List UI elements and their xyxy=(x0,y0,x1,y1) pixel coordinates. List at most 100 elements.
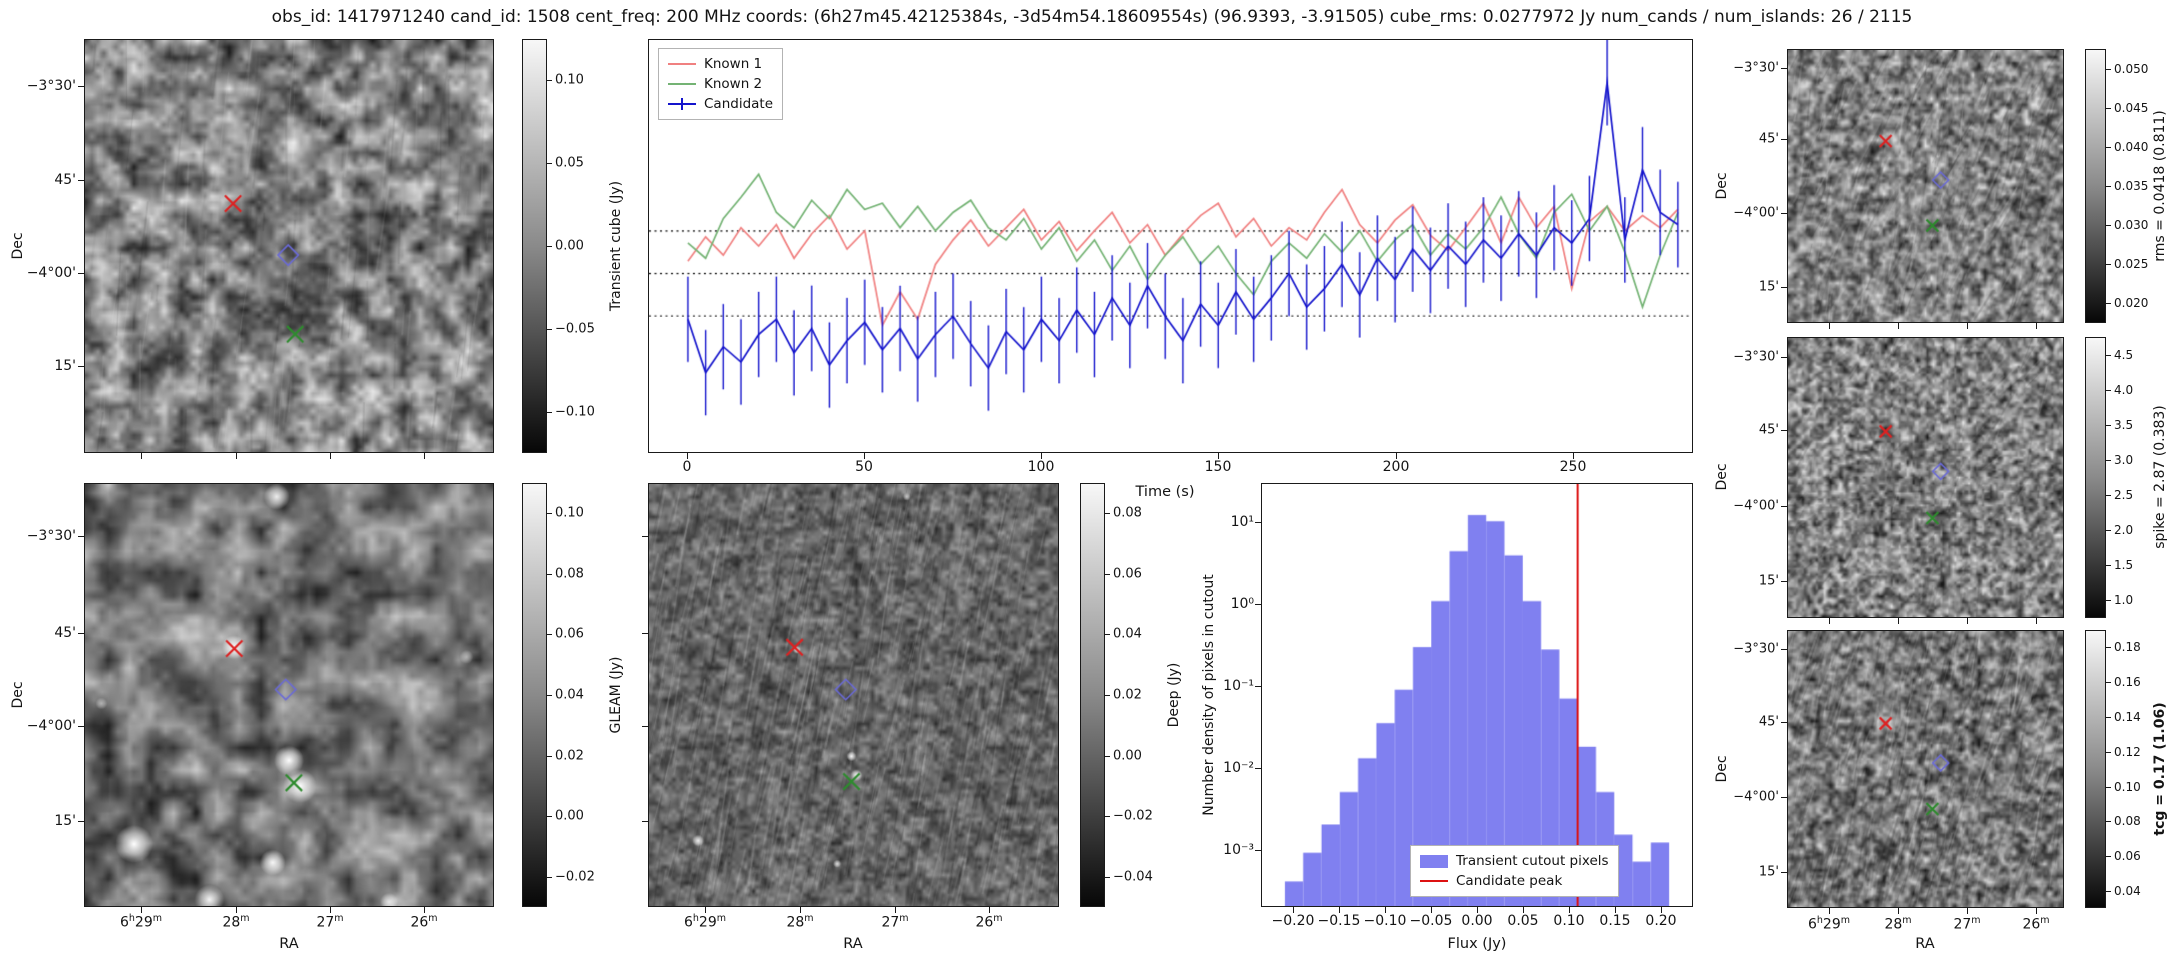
y-tick-label: −3°30' xyxy=(1733,60,1779,76)
x-tick-label: 250 xyxy=(1559,459,1587,475)
x-tick-label: 26m xyxy=(2022,915,2050,933)
legend-entry-candidate-peak: Candidate peak xyxy=(1420,871,1609,891)
colorbar-tick-label: 4.0 xyxy=(2114,383,2134,397)
tick-mark xyxy=(1781,357,1787,358)
colorbar-tick-mark xyxy=(2106,600,2111,601)
tick-mark xyxy=(141,907,142,913)
deep-panel xyxy=(648,483,1059,907)
gleam-colorbar-label: GLEAM (Jy) xyxy=(608,656,624,734)
gleam-panel xyxy=(84,483,494,907)
colorbar-tick-mark xyxy=(1105,634,1110,635)
y-tick-label: −4°00' xyxy=(26,265,76,281)
spike-colorbar-label: spike = 2.87 (0.383) xyxy=(2152,405,2168,549)
colorbar-tick-mark xyxy=(2106,225,2111,226)
y-tick-label: 15' xyxy=(54,813,76,829)
colorbar-tick-mark xyxy=(1105,574,1110,575)
x-tick-label: 100 xyxy=(1027,459,1055,475)
colorbar-tick-mark xyxy=(1105,513,1110,514)
y-tick-label: −4°00' xyxy=(26,718,76,734)
tick-mark xyxy=(705,907,706,913)
deep-image xyxy=(649,484,1058,906)
y-tick-label: −3°30' xyxy=(26,528,76,544)
y-tick-label: 45' xyxy=(1758,131,1779,147)
colorbar-tick-mark xyxy=(2106,186,2111,187)
candidate-label: Candidate xyxy=(704,96,774,112)
tick-mark xyxy=(2036,908,2037,914)
x-tick-label: 27m xyxy=(1953,915,1981,933)
colorbar-tick-mark xyxy=(1105,756,1110,757)
tick-mark xyxy=(1829,618,1830,624)
colorbar-tick-label: 0.04 xyxy=(555,687,584,703)
colorbar-tick-label: 0.04 xyxy=(1113,626,1142,642)
x-tick-label: 200 xyxy=(1382,459,1410,475)
x-tick-label: 0.00 xyxy=(1461,913,1493,929)
known2-label: Known 2 xyxy=(704,76,763,92)
histogram-panel: Transient cutout pixels Candidate peak xyxy=(1261,483,1693,907)
candidate-peak-label: Candidate peak xyxy=(1456,873,1563,889)
tick-mark xyxy=(1477,907,1478,913)
y-tick-label: 10⁻² xyxy=(1223,760,1254,776)
known1-label: Known 1 xyxy=(704,56,763,72)
rms-colorbar-label: rms = 0.0418 (0.811) xyxy=(2152,110,2168,262)
flux-axis-label: Flux (Jy) xyxy=(1447,936,1507,952)
tick-mark xyxy=(2036,618,2037,624)
tick-mark xyxy=(1661,907,1662,913)
ra-axis-label-deep: RA xyxy=(843,936,863,952)
rms-colorbar xyxy=(2085,49,2106,323)
y-tick-label: 10⁰ xyxy=(1230,596,1254,612)
colorbar-tick-mark xyxy=(2106,303,2111,304)
tick-mark xyxy=(1781,68,1787,69)
colorbar-tick-mark xyxy=(547,412,552,413)
tick-mark xyxy=(1255,522,1261,523)
tick-mark xyxy=(1898,618,1899,624)
tick-mark xyxy=(330,453,331,459)
tick-mark xyxy=(1339,907,1340,913)
legend-entry-cutout-pixels: Transient cutout pixels xyxy=(1420,851,1609,871)
dec-axis-label-spike: Dec xyxy=(1714,463,1730,491)
cutout-pixels-label: Transient cutout pixels xyxy=(1456,853,1609,869)
deep-colorbar-label: Deep (Jy) xyxy=(1166,662,1182,728)
colorbar-tick-label: −0.10 xyxy=(555,404,595,420)
colorbar-tick-mark xyxy=(2106,530,2111,531)
tick-mark xyxy=(1829,323,1830,329)
tick-mark xyxy=(1218,453,1219,459)
tcg-colorbar xyxy=(2085,630,2106,908)
tick-mark xyxy=(78,273,84,274)
colorbar-tick-mark xyxy=(547,574,552,575)
colorbar-tick-label: 0.050 xyxy=(2114,62,2149,76)
colorbar-tick-label: 0.035 xyxy=(2114,179,2149,193)
time-axis-label: Time (s) xyxy=(1135,484,1195,500)
colorbar-tick-label: 3.0 xyxy=(2114,453,2134,467)
colorbar-tick-mark xyxy=(547,80,552,81)
colorbar-tick-mark xyxy=(2106,108,2111,109)
x-tick-label: 6h29m xyxy=(683,913,727,931)
tick-mark xyxy=(1898,323,1899,329)
lightcurve-panel: Known 1 Known 2 Candidate xyxy=(648,39,1693,453)
dec-axis-label-tcg: Dec xyxy=(1714,755,1730,783)
colorbar-tick-label: 0.00 xyxy=(555,808,584,824)
x-tick-label: −0.20 xyxy=(1271,913,1315,929)
x-tick-label: 150 xyxy=(1204,459,1232,475)
tick-mark xyxy=(1967,908,1968,914)
colorbar-tick-mark xyxy=(2106,752,2111,753)
tick-mark xyxy=(864,453,865,459)
colorbar-tick-mark xyxy=(2106,390,2111,391)
y-tick-label: −3°30' xyxy=(1733,349,1779,365)
ra-axis-label-gleam: RA xyxy=(279,936,299,952)
y-tick-label: 15' xyxy=(1758,864,1779,880)
colorbar-tick-label: 0.10 xyxy=(555,505,584,521)
transient-cube-colorbar-label: Transient cube (Jy) xyxy=(608,180,624,312)
x-tick-label: −0.10 xyxy=(1363,913,1407,929)
known2-line-swatch xyxy=(668,83,696,85)
colorbar-tick-label: 0.00 xyxy=(555,238,584,254)
tick-mark xyxy=(1781,722,1787,723)
x-tick-label: 27m xyxy=(881,913,909,931)
lightcurve-legend: Known 1 Known 2 Candidate xyxy=(658,48,784,120)
tick-mark xyxy=(1255,686,1261,687)
colorbar-tick-mark xyxy=(2106,647,2111,648)
tick-mark xyxy=(1781,649,1787,650)
tick-mark xyxy=(1569,907,1570,913)
transient-cube-image xyxy=(85,40,493,452)
tick-mark xyxy=(330,907,331,913)
tick-mark xyxy=(1781,139,1787,140)
